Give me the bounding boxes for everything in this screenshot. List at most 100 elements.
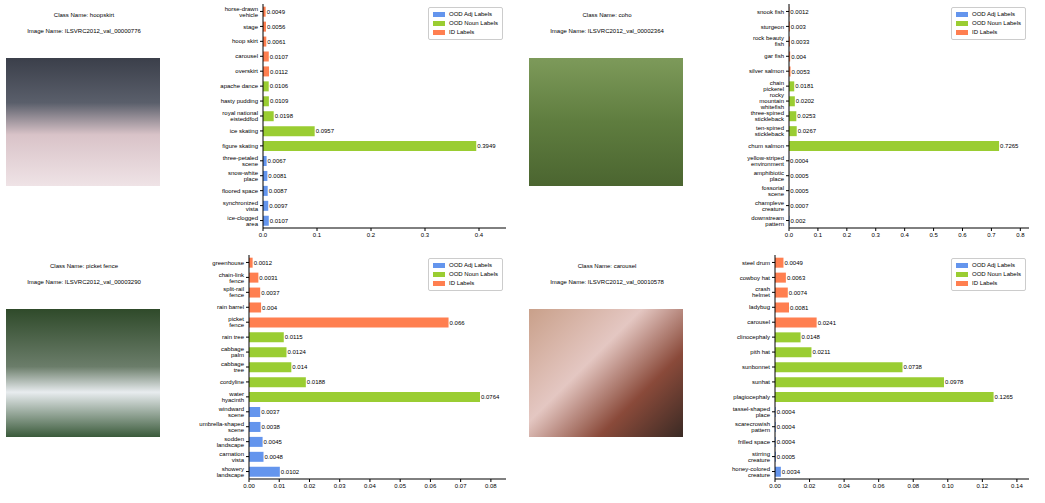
svg-text:0.003: 0.003 — [791, 24, 807, 30]
svg-text:0.00: 0.00 — [769, 483, 781, 489]
svg-text:umbrella-shapedscene: umbrella-shapedscene — [199, 421, 244, 433]
svg-text:stage: stage — [243, 24, 258, 30]
svg-text:0.0764: 0.0764 — [481, 394, 500, 400]
svg-text:0.0056: 0.0056 — [267, 24, 286, 30]
svg-text:downstreampattern: downstreampattern — [751, 215, 784, 227]
svg-text:fossorialscene: fossorialscene — [762, 185, 785, 197]
svg-text:0.03: 0.03 — [334, 483, 346, 489]
svg-text:0.0005: 0.0005 — [777, 454, 796, 460]
svg-text:frilled space: frilled space — [738, 439, 771, 445]
svg-text:0.0038: 0.0038 — [261, 424, 280, 430]
svg-text:0.002: 0.002 — [791, 218, 807, 224]
svg-text:synchronizedvista: synchronizedvista — [223, 200, 259, 212]
svg-text:0.02: 0.02 — [304, 483, 316, 489]
svg-text:0.0188: 0.0188 — [307, 379, 326, 385]
svg-text:0.2: 0.2 — [367, 232, 376, 238]
svg-text:hoop skirt: hoop skirt — [232, 38, 258, 44]
svg-text:cowboy hat: cowboy hat — [740, 275, 771, 281]
svg-text:0.1265: 0.1265 — [995, 394, 1014, 400]
svg-text:0.0115: 0.0115 — [285, 334, 304, 340]
svg-text:0.0202: 0.0202 — [796, 98, 815, 104]
svg-text:rock beautyfish: rock beautyfish — [753, 35, 784, 47]
svg-text:0.2: 0.2 — [843, 232, 852, 238]
svg-text:0.7265: 0.7265 — [1000, 143, 1019, 149]
svg-text:0.0067: 0.0067 — [268, 158, 287, 164]
svg-text:cordyline: cordyline — [220, 379, 245, 385]
svg-text:0.07: 0.07 — [455, 483, 467, 489]
svg-text:0.04: 0.04 — [364, 483, 376, 489]
svg-text:0.0005: 0.0005 — [790, 173, 809, 179]
svg-text:0.14: 0.14 — [1011, 483, 1023, 489]
svg-text:0.06: 0.06 — [873, 483, 885, 489]
svg-text:0.0012: 0.0012 — [254, 260, 273, 266]
svg-text:honey-coloredcreature: honey-coloredcreature — [732, 466, 771, 478]
svg-text:0.3949: 0.3949 — [477, 143, 496, 149]
svg-text:0.08: 0.08 — [485, 483, 497, 489]
svg-text:0.01: 0.01 — [273, 483, 285, 489]
svg-text:figure skating: figure skating — [222, 143, 258, 149]
svg-text:0.066: 0.066 — [450, 320, 466, 326]
svg-text:0.1: 0.1 — [814, 232, 823, 238]
svg-text:0.0081: 0.0081 — [790, 305, 809, 311]
svg-text:scarecrowishpattern: scarecrowishpattern — [735, 421, 770, 433]
svg-text:clinocephaly: clinocephaly — [737, 334, 770, 340]
svg-text:tassel-shapedplace: tassel-shapedplace — [733, 406, 771, 418]
svg-text:0.0148: 0.0148 — [802, 334, 821, 340]
svg-text:ice-cloggedarea: ice-cloggedarea — [227, 215, 258, 227]
svg-text:0.1: 0.1 — [313, 232, 322, 238]
svg-text:royal nationaleisteddfod: royal nationaleisteddfod — [222, 110, 258, 122]
svg-text:0.0053: 0.0053 — [792, 69, 811, 75]
svg-text:0.0198: 0.0198 — [275, 113, 294, 119]
svg-text:gar fish: gar fish — [764, 53, 784, 59]
svg-text:0.0253: 0.0253 — [797, 113, 816, 119]
svg-text:0.0107: 0.0107 — [270, 54, 289, 60]
svg-text:0.0978: 0.0978 — [945, 379, 964, 385]
svg-text:ten-spinedstickleback: ten-spinedstickleback — [755, 125, 785, 137]
svg-text:overskirt: overskirt — [235, 68, 258, 74]
svg-text:chain-linkfence: chain-linkfence — [219, 272, 245, 284]
svg-text:0.0004: 0.0004 — [790, 158, 809, 164]
svg-text:0.0004: 0.0004 — [777, 424, 796, 430]
svg-text:0.0033: 0.0033 — [791, 39, 810, 45]
svg-text:showerylandscape: showerylandscape — [217, 466, 245, 478]
svg-text:rain tree: rain tree — [222, 334, 245, 340]
svg-text:sunhat: sunhat — [752, 379, 770, 385]
svg-text:0.6: 0.6 — [958, 232, 967, 238]
svg-text:0.0081: 0.0081 — [268, 173, 287, 179]
svg-text:yellow-stripedenvironment: yellow-stripedenvironment — [747, 155, 784, 167]
svg-text:0.06: 0.06 — [425, 483, 437, 489]
svg-text:0.0061: 0.0061 — [267, 39, 286, 45]
svg-text:0.0012: 0.0012 — [790, 9, 809, 15]
svg-text:0.0048: 0.0048 — [265, 454, 284, 460]
svg-text:0.0211: 0.0211 — [812, 349, 831, 355]
svg-text:0.0106: 0.0106 — [270, 83, 289, 89]
svg-text:0.004: 0.004 — [262, 305, 278, 311]
svg-text:hasty pudding: hasty pudding — [221, 98, 258, 104]
svg-text:0.3: 0.3 — [421, 232, 430, 238]
svg-text:0.4: 0.4 — [475, 232, 484, 238]
svg-text:steel drum: steel drum — [742, 260, 770, 266]
svg-text:horse-drawnvehicle: horse-drawnvehicle — [225, 6, 259, 18]
svg-text:0.0037: 0.0037 — [261, 290, 280, 296]
svg-text:three-petaledscene: three-petaledscene — [223, 155, 259, 167]
svg-text:0.004: 0.004 — [791, 54, 807, 60]
svg-text:ladybug: ladybug — [749, 304, 770, 310]
svg-text:windwardscene: windwardscene — [218, 406, 245, 418]
svg-text:0.0267: 0.0267 — [798, 128, 817, 134]
svg-text:greenhouse: greenhouse — [212, 260, 244, 266]
svg-text:0.0: 0.0 — [785, 232, 794, 238]
svg-text:0.0087: 0.0087 — [269, 188, 288, 194]
svg-text:0.0063: 0.0063 — [787, 275, 806, 281]
svg-text:0.0738: 0.0738 — [904, 364, 923, 370]
svg-text:snook fish: snook fish — [757, 9, 784, 15]
svg-text:0.4: 0.4 — [900, 232, 909, 238]
svg-text:0.0045: 0.0045 — [264, 439, 283, 445]
svg-text:amphibioticplace: amphibioticplace — [754, 170, 785, 182]
svg-text:0.0181: 0.0181 — [795, 83, 814, 89]
svg-text:0.0: 0.0 — [259, 232, 268, 238]
svg-text:0.0124: 0.0124 — [287, 349, 306, 355]
svg-text:0.0049: 0.0049 — [784, 260, 803, 266]
svg-text:three-spinedstickleback: three-spinedstickleback — [751, 110, 785, 122]
svg-text:ice skating: ice skating — [230, 128, 258, 134]
svg-text:0.0005: 0.0005 — [790, 188, 809, 194]
